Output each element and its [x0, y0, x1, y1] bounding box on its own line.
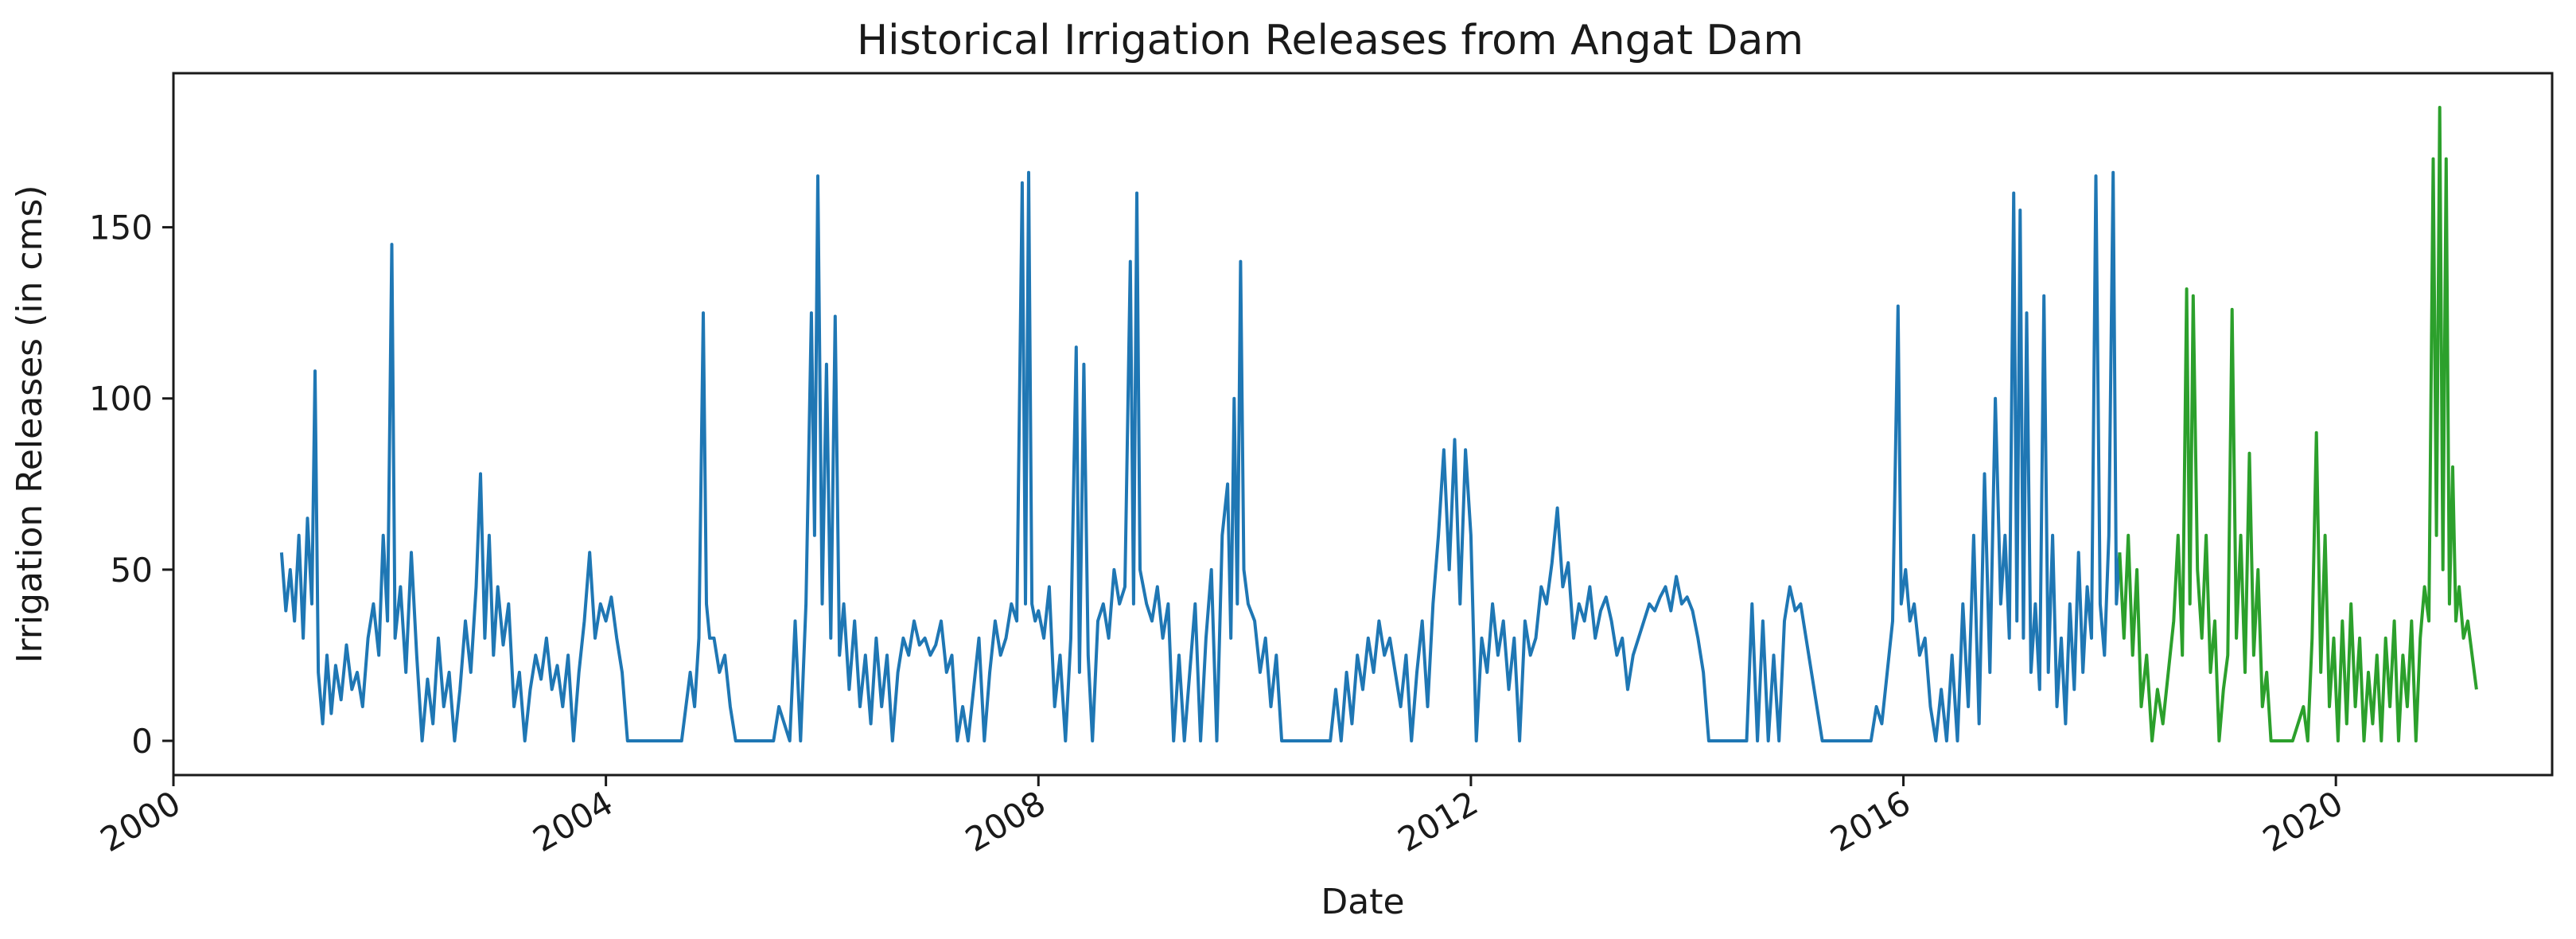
y-tick-label: 150 [89, 208, 153, 247]
y-tick-label: 50 [111, 551, 153, 590]
x-tick-label: 2016 [1823, 783, 1916, 859]
y-tick-label: 100 [89, 380, 153, 419]
x-tick-label: 2012 [1391, 783, 1485, 859]
series-lines [279, 106, 2478, 742]
x-axis-label: Date [1321, 882, 1404, 922]
plot-frame [172, 72, 2554, 777]
series-line-1 [279, 170, 2122, 742]
y-axis-label: Irrigation Releases (in cms) [10, 185, 50, 663]
x-tick-label: 2020 [2256, 783, 2349, 859]
chart-title: Historical Irrigation Releases from Anga… [857, 17, 1804, 64]
x-tick-label: 2000 [94, 783, 187, 859]
x-axis-ticks: 2000 2004 2008 2012 2016 2020 [94, 775, 2349, 859]
x-tick-label: 2004 [527, 783, 620, 859]
x-tick-label: 2008 [959, 783, 1052, 859]
series-line-2 [2118, 106, 2478, 742]
y-axis-ticks: 0 50 100 150 [89, 208, 173, 761]
y-tick-label: 0 [131, 722, 153, 761]
